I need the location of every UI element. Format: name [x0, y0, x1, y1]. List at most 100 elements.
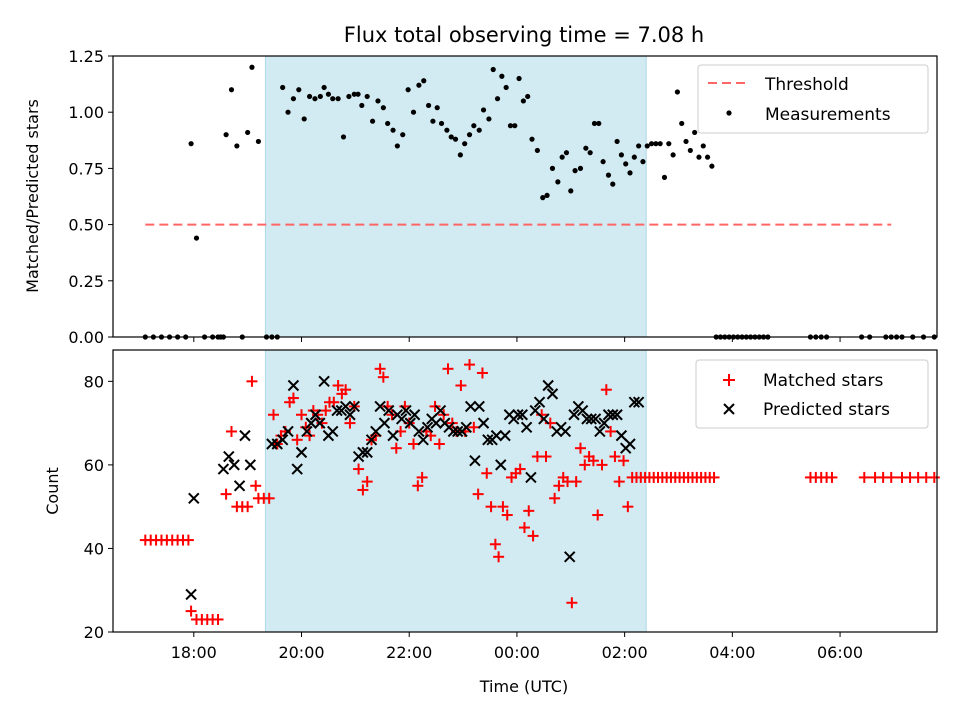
- matched-star-point: [574, 442, 586, 454]
- predicted-star-point: [490, 429, 503, 442]
- ratio-y-axis-label: Matched/Predicted stars: [23, 99, 42, 293]
- measurement-point: [587, 150, 593, 156]
- figure-title: Flux total observing time = 7.08 h: [344, 23, 704, 47]
- measurement-point: [704, 154, 711, 160]
- predicted-star-point: [585, 413, 597, 425]
- measurement-point: [583, 145, 589, 151]
- matched-star-point: [540, 451, 552, 463]
- predicted-star-point: [276, 434, 289, 446]
- predicted-star-point: [520, 421, 533, 433]
- measurement-point: [591, 120, 598, 127]
- measurement-point: [507, 123, 514, 129]
- ratio-y-tick-label: 0.00: [68, 328, 104, 347]
- matched-star-point: [592, 509, 604, 521]
- measurement-point: [434, 105, 440, 111]
- measurement-point: [249, 64, 255, 70]
- predicted-star-point: [568, 409, 580, 421]
- measurement-point: [525, 93, 531, 100]
- measurement-point: [503, 84, 509, 91]
- predicted-star-point: [244, 459, 257, 471]
- matched-star-point: [468, 421, 480, 433]
- predicted-star-point: [378, 417, 391, 429]
- measurement-point: [640, 159, 646, 165]
- measurement-point: [520, 98, 526, 104]
- ratio-shaded-span: [264, 55, 647, 338]
- measurement-point: [228, 87, 235, 93]
- matched-star-point: [570, 476, 582, 488]
- matched-star-point: [514, 463, 526, 475]
- matched-star-point: [549, 492, 561, 504]
- predicted-star-point: [594, 425, 606, 438]
- count-y-tick-label: 80: [84, 372, 104, 391]
- x-tick-label: 20:00: [278, 643, 324, 662]
- predicted-star-point: [348, 400, 360, 413]
- measurement-point: [188, 141, 194, 147]
- predicted-star-point: [301, 425, 313, 438]
- measurement-point: [193, 235, 200, 241]
- predicted-star-point: [370, 425, 382, 438]
- measurement-point: [700, 143, 706, 149]
- predicted-star-point: [188, 492, 200, 505]
- matched-star-point: [481, 467, 493, 479]
- predicted-star-point: [482, 434, 494, 446]
- matched-star-point: [826, 471, 838, 483]
- measurement-point: [657, 141, 663, 147]
- count-legend-box: [695, 359, 929, 429]
- measurement-point: [355, 91, 361, 97]
- matched-star-point: [579, 459, 591, 471]
- matched-star-point: [433, 438, 445, 450]
- x-axis-label: Time (UTC): [479, 677, 568, 696]
- x-tick-label: 00:00: [494, 643, 540, 662]
- predicted-star-point: [607, 409, 619, 421]
- matched-star-point: [287, 392, 299, 404]
- predicted-star-point: [383, 404, 395, 417]
- legend-measurements-label: Measurements: [765, 105, 891, 125]
- measurement-point: [636, 143, 642, 149]
- predicted-star-point: [314, 417, 326, 429]
- x-tick-label: 06:00: [817, 643, 863, 662]
- measurement-point: [692, 129, 698, 136]
- measurement-point: [596, 120, 602, 127]
- predicted-star-point: [495, 459, 507, 471]
- x-tick-label: 18:00: [171, 643, 217, 662]
- measurement-point: [457, 152, 463, 158]
- matched-star-point: [225, 425, 237, 437]
- measurement-point: [346, 93, 352, 100]
- measurement-point: [462, 141, 468, 147]
- legend-predicted-marker: [723, 403, 735, 415]
- predicted-star-point: [589, 413, 602, 425]
- measurement-point: [631, 154, 637, 160]
- measurement-point: [614, 138, 620, 145]
- count-y-axis-label: Count: [43, 467, 62, 515]
- measurement-point: [364, 93, 370, 100]
- measurement-point: [486, 116, 492, 122]
- measurement-point: [290, 96, 297, 102]
- matched-star-point: [885, 471, 897, 483]
- ratio-y-tick-label: 1.00: [68, 103, 104, 122]
- matched-star-point: [476, 367, 488, 379]
- predicted-star-point: [598, 417, 610, 429]
- predicted-star-point: [525, 471, 537, 484]
- matched-star-point: [182, 534, 194, 546]
- matched-star-point: [390, 442, 402, 454]
- legend-threshold-label: Threshold: [764, 75, 849, 95]
- x-tick-label: 22:00: [386, 643, 432, 662]
- matched-star-point: [553, 480, 565, 492]
- ratio-legend-box: [697, 64, 929, 134]
- predicted-star-point: [451, 425, 464, 438]
- ratio-ticks: 0.00 0.25 0.50 0.75 1.00 1.25: [68, 47, 841, 347]
- predicted-star-point: [516, 409, 529, 421]
- matched-star-point: [295, 409, 307, 421]
- count-panel: 18:00 20:00 22:00 00:00 02:00 04:00 06:00 20 40 6…: [43, 349, 940, 662]
- measurement-point: [555, 179, 561, 185]
- measurement-point: [390, 127, 396, 133]
- predicted-star-point: [374, 400, 386, 413]
- measurement-point: [648, 141, 655, 147]
- count-shaded-span: [264, 349, 647, 633]
- matched-star-point: [708, 471, 720, 483]
- matched-star-point: [250, 480, 262, 492]
- measurement-point: [385, 120, 391, 127]
- predicted-star-point: [576, 404, 589, 417]
- measurement-point: [306, 93, 313, 100]
- predicted-star-point: [309, 409, 322, 421]
